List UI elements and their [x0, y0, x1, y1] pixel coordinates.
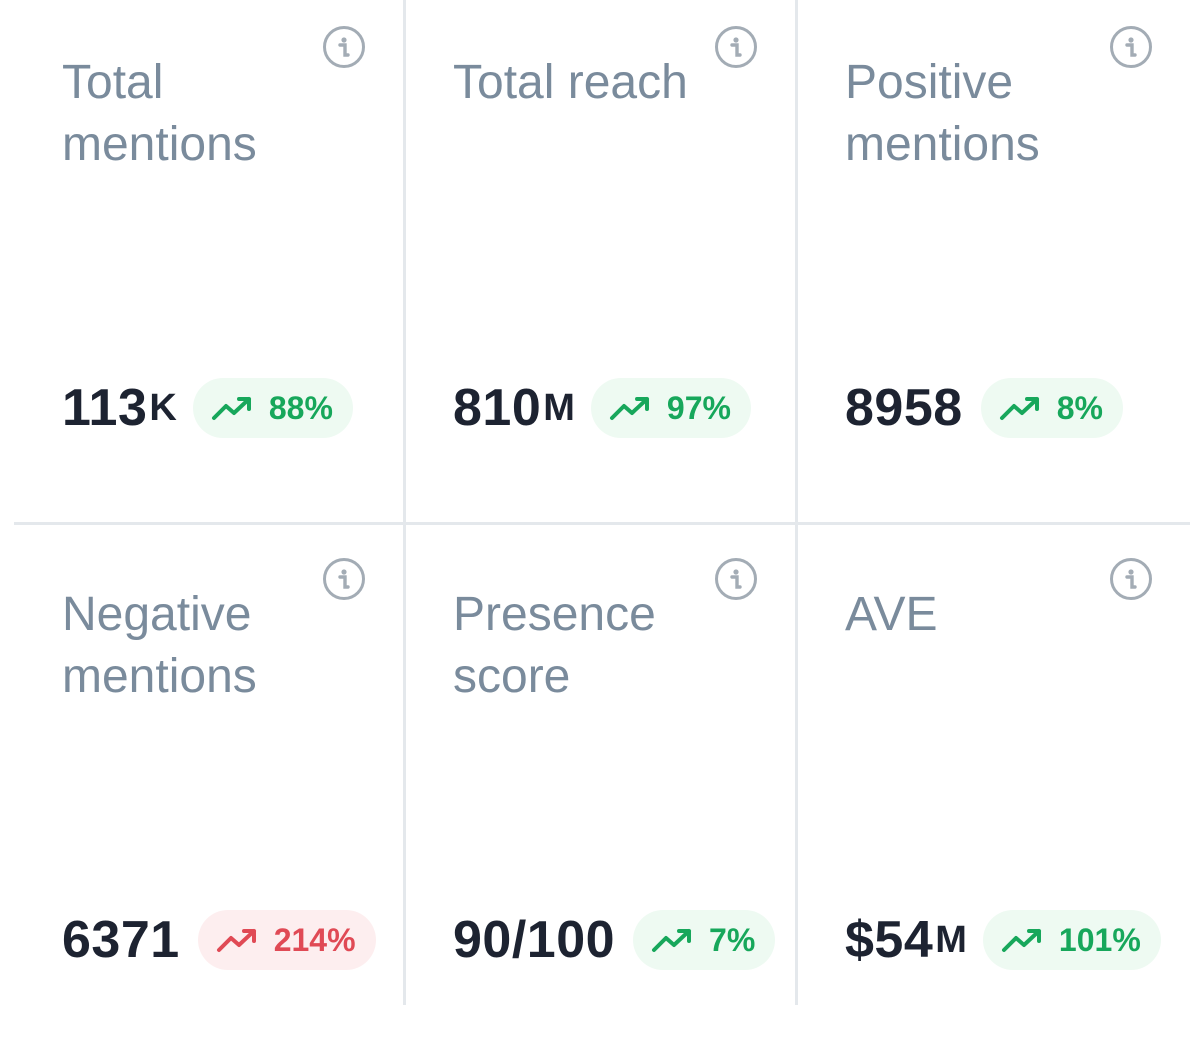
trending-up-icon [999, 397, 1039, 420]
metric-value: 8958 [845, 379, 963, 437]
change-badge: 101% [982, 910, 1161, 970]
change-value: 88% [268, 389, 333, 426]
info-icon[interactable] [715, 558, 757, 600]
metric-title: Total mentions [62, 56, 257, 171]
info-icon[interactable] [323, 558, 365, 600]
metric-value-row: 810 M 97% [453, 376, 751, 440]
metric-value: 90/100 [453, 911, 616, 969]
trending-up-icon [652, 929, 692, 952]
trending-up-icon [211, 397, 251, 420]
metric-title: Positive mentions [845, 56, 1040, 171]
metric-value: $54 [845, 911, 934, 969]
metric-value-row: 6371 214% [62, 908, 376, 972]
change-badge: 97% [590, 378, 751, 438]
metric-value: 6371 [62, 911, 180, 969]
change-badge: 88% [192, 378, 353, 438]
info-icon[interactable] [715, 26, 757, 68]
metric-card-total-reach: Total reach 810 M 97% [405, 0, 795, 520]
metric-card-presence-score: Presence score 90/100 7% [405, 532, 795, 1052]
metric-card-total-mentions: Total mentions 113 K 88% [14, 0, 403, 520]
metric-card-negative-mentions: Negative mentions 6371 214% [14, 532, 403, 1052]
metric-value: 113 [62, 379, 148, 437]
metric-unit: K [149, 386, 177, 429]
change-badge: 7% [633, 910, 776, 970]
metric-title: Total reach [453, 56, 688, 109]
trending-up-icon [1001, 929, 1041, 952]
divider [14, 522, 1190, 525]
change-badge: 8% [980, 378, 1123, 438]
divider [795, 0, 798, 1005]
info-icon[interactable] [323, 26, 365, 68]
metric-value: 810 [453, 379, 542, 437]
metric-unit: M [935, 918, 967, 961]
info-icon[interactable] [1110, 26, 1152, 68]
metric-title: Negative mentions [62, 588, 257, 703]
metric-card-positive-mentions: Positive mentions 8958 8% [797, 0, 1190, 520]
divider [403, 0, 406, 1005]
change-value: 7% [709, 921, 756, 958]
metric-value-row: 90/100 7% [453, 908, 776, 972]
change-value: 8% [1056, 389, 1103, 426]
metric-value-row: 113 K 88% [62, 376, 353, 440]
metric-value-row: $54 M 101% [845, 908, 1161, 972]
trending-up-icon [216, 929, 256, 952]
metric-card-ave: AVE $54 M 101% [797, 532, 1190, 1052]
trending-up-icon [609, 397, 649, 420]
metric-value-row: 8958 8% [845, 376, 1123, 440]
change-value: 214% [273, 921, 356, 958]
metric-title: Presence score [453, 588, 656, 703]
metric-title: AVE [845, 588, 938, 641]
metrics-grid: Total mentions 113 K 88% Total reach 810… [14, 0, 1190, 1005]
change-value: 97% [666, 389, 731, 426]
info-icon[interactable] [1110, 558, 1152, 600]
metric-unit: M [543, 386, 575, 429]
change-value: 101% [1058, 921, 1141, 958]
change-badge: 214% [197, 910, 376, 970]
